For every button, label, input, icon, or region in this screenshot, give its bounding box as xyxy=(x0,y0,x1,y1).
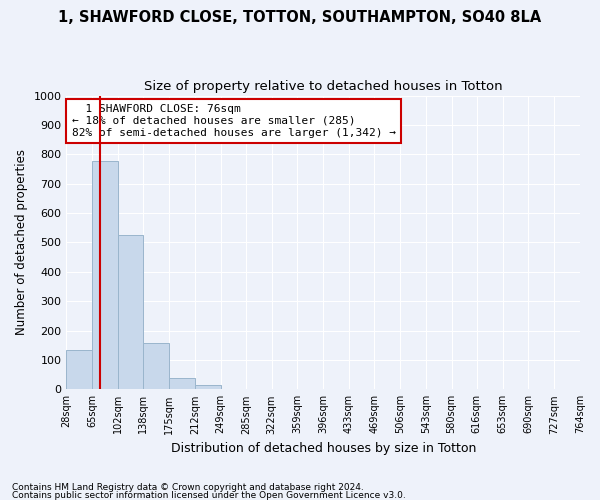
Bar xyxy=(195,385,221,390)
Y-axis label: Number of detached properties: Number of detached properties xyxy=(15,150,28,336)
Bar xyxy=(169,378,195,390)
X-axis label: Distribution of detached houses by size in Totton: Distribution of detached houses by size … xyxy=(170,442,476,455)
Text: 1, SHAWFORD CLOSE, TOTTON, SOUTHAMPTON, SO40 8LA: 1, SHAWFORD CLOSE, TOTTON, SOUTHAMPTON, … xyxy=(58,10,542,25)
Text: Contains HM Land Registry data © Crown copyright and database right 2024.: Contains HM Land Registry data © Crown c… xyxy=(12,484,364,492)
Text: Contains public sector information licensed under the Open Government Licence v3: Contains public sector information licen… xyxy=(12,490,406,500)
Bar xyxy=(118,236,143,390)
Title: Size of property relative to detached houses in Totton: Size of property relative to detached ho… xyxy=(144,80,503,93)
Text: 1 SHAWFORD CLOSE: 76sqm
← 18% of detached houses are smaller (285)
82% of semi-d: 1 SHAWFORD CLOSE: 76sqm ← 18% of detache… xyxy=(71,104,395,138)
Bar xyxy=(92,161,118,390)
Bar xyxy=(143,343,169,390)
Bar xyxy=(67,350,92,390)
